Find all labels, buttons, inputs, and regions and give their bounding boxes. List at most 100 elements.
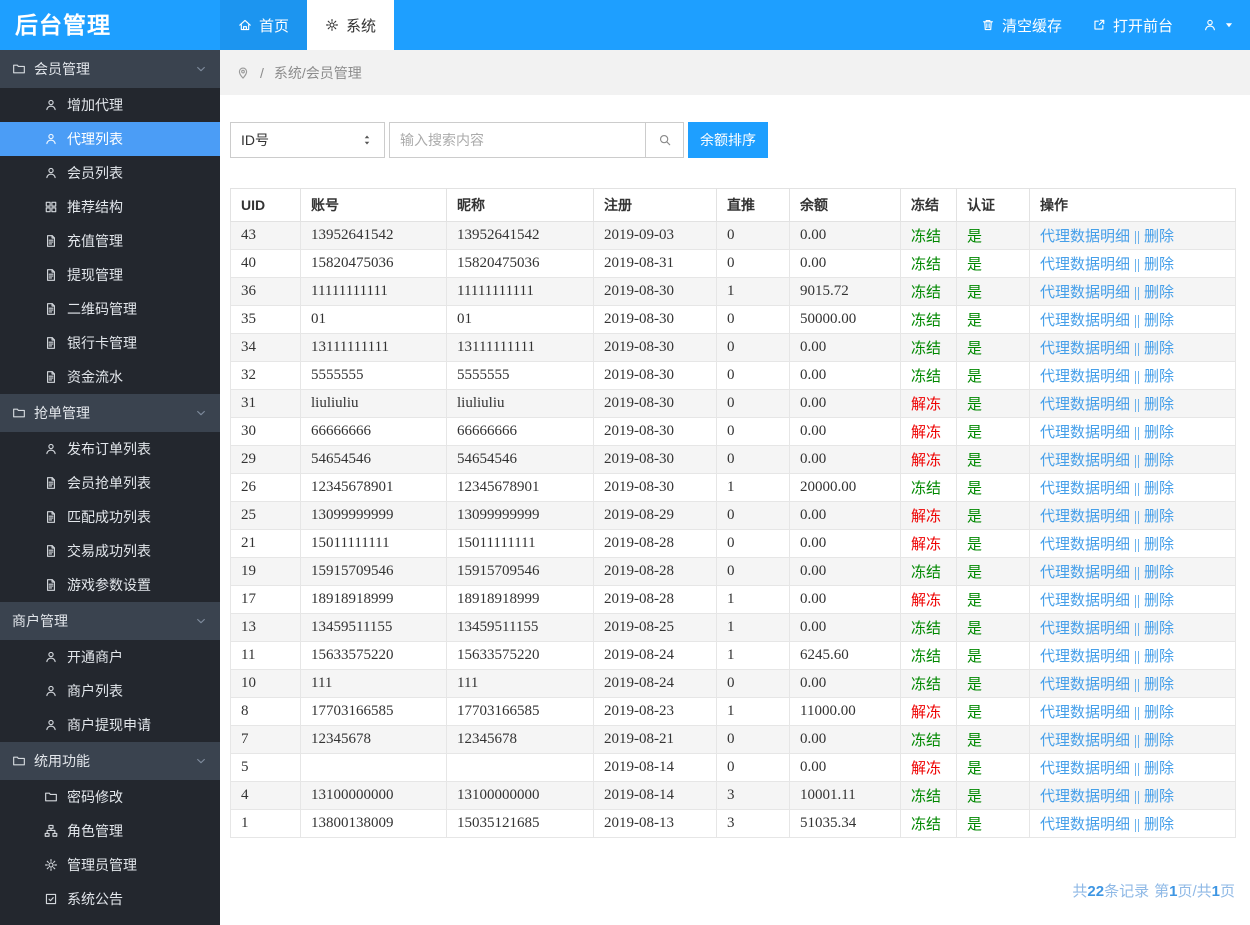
agent-data-detail-link[interactable]: 代理数据明细: [1040, 761, 1131, 777]
agent-data-detail-link[interactable]: 代理数据明细: [1040, 229, 1131, 245]
cell-freeze-status: 解冻: [900, 529, 957, 558]
agent-data-detail-link[interactable]: 代理数据明细: [1040, 705, 1131, 721]
top-tab[interactable]: 系统: [307, 0, 395, 50]
cell-balance: 0.00: [789, 333, 901, 362]
sidebar-item[interactable]: 系统公告: [0, 882, 220, 916]
header-action-button[interactable]: 打开前台: [1092, 15, 1173, 36]
delete-link[interactable]: 删除: [1144, 257, 1175, 273]
sidebar-item[interactable]: 资金流水: [0, 360, 220, 394]
search-input[interactable]: [389, 122, 646, 158]
user-menu[interactable]: [1203, 18, 1236, 32]
document-icon: [44, 544, 58, 558]
sidebar-item[interactable]: 游戏参数设置: [0, 568, 220, 602]
agent-data-detail-link[interactable]: 代理数据明细: [1040, 593, 1131, 609]
agent-data-detail-link[interactable]: 代理数据明细: [1040, 425, 1131, 441]
delete-link[interactable]: 删除: [1144, 397, 1175, 413]
delete-link[interactable]: 删除: [1144, 649, 1175, 665]
delete-link[interactable]: 删除: [1144, 705, 1175, 721]
cell-actions: 代理数据明细 || 删除: [1029, 249, 1236, 278]
sidebar-item[interactable]: 银行卡管理: [0, 326, 220, 360]
sidebar-item[interactable]: 提现管理: [0, 258, 220, 292]
delete-link[interactable]: 删除: [1144, 817, 1175, 833]
delete-link[interactable]: 删除: [1144, 229, 1175, 245]
delete-link[interactable]: 删除: [1144, 425, 1175, 441]
delete-link[interactable]: 删除: [1144, 285, 1175, 301]
sidebar-item[interactable]: 会员抢单列表: [0, 466, 220, 500]
sidebar-group-header[interactable]: 商户管理: [0, 602, 220, 640]
delete-link[interactable]: 删除: [1144, 369, 1175, 385]
table-row: 25 13099999999 13099999999 2019-08-29 0 …: [230, 501, 1236, 530]
delete-link[interactable]: 删除: [1144, 313, 1175, 329]
delete-link[interactable]: 删除: [1144, 537, 1175, 553]
sidebar-group-header[interactable]: 抢单管理: [0, 394, 220, 432]
cell-uid: 30: [230, 417, 301, 446]
delete-link[interactable]: 删除: [1144, 789, 1175, 805]
cell-freeze-status: 解冻: [900, 445, 957, 474]
agent-data-detail-link[interactable]: 代理数据明细: [1040, 733, 1131, 749]
sidebar-group-header[interactable]: 统用功能: [0, 742, 220, 780]
external-link-icon: [1092, 18, 1106, 32]
delete-link[interactable]: 删除: [1144, 733, 1175, 749]
sidebar-group-header[interactable]: 会员管理: [0, 50, 220, 88]
agent-data-detail-link[interactable]: 代理数据明细: [1040, 453, 1131, 469]
agent-data-detail-link[interactable]: 代理数据明细: [1040, 621, 1131, 637]
delete-link[interactable]: 删除: [1144, 593, 1175, 609]
sidebar-item[interactable]: 交易成功列表: [0, 534, 220, 568]
delete-link[interactable]: 删除: [1144, 677, 1175, 693]
action-separator: ||: [1134, 341, 1141, 357]
search-icon: [658, 133, 672, 147]
agent-data-detail-link[interactable]: 代理数据明细: [1040, 397, 1131, 413]
delete-link[interactable]: 删除: [1144, 453, 1175, 469]
sidebar-item[interactable]: 会员列表: [0, 156, 220, 190]
sidebar-item[interactable]: 商户提现申请: [0, 708, 220, 742]
sidebar-item[interactable]: 增加代理: [0, 88, 220, 122]
sidebar-item[interactable]: 商户列表: [0, 674, 220, 708]
table-row: 29 54654546 54654546 2019-08-30 0 0.00 解…: [230, 445, 1236, 474]
agent-data-detail-link[interactable]: 代理数据明细: [1040, 509, 1131, 525]
cell-direct-referrals: 1: [716, 641, 790, 670]
delete-link[interactable]: 删除: [1144, 509, 1175, 525]
sidebar-item[interactable]: 二维码管理: [0, 292, 220, 326]
sidebar-item[interactable]: 管理员管理: [0, 848, 220, 882]
sidebar-item[interactable]: 发布订单列表: [0, 432, 220, 466]
agent-data-detail-link[interactable]: 代理数据明细: [1040, 649, 1131, 665]
delete-link[interactable]: 删除: [1144, 341, 1175, 357]
delete-link[interactable]: 删除: [1144, 621, 1175, 637]
action-separator: ||: [1134, 397, 1141, 413]
balance-sort-button[interactable]: 余额排序: [688, 122, 768, 158]
sidebar-item-label: 提现管理: [67, 267, 123, 283]
cell-certified: 是: [956, 277, 1030, 306]
agent-data-detail-link[interactable]: 代理数据明细: [1040, 369, 1131, 385]
sidebar-item[interactable]: 代理列表: [0, 122, 220, 156]
sidebar-item[interactable]: 推荐结构: [0, 190, 220, 224]
delete-link[interactable]: 删除: [1144, 565, 1175, 581]
agent-data-detail-link[interactable]: 代理数据明细: [1040, 313, 1131, 329]
search-field-select[interactable]: ID号: [230, 122, 385, 158]
top-tab[interactable]: 首页: [220, 0, 308, 50]
header-action-button[interactable]: 清空缓存: [981, 15, 1062, 36]
agent-data-detail-link[interactable]: 代理数据明细: [1040, 537, 1131, 553]
agent-data-detail-link[interactable]: 代理数据明细: [1040, 341, 1131, 357]
agent-data-detail-link[interactable]: 代理数据明细: [1040, 565, 1131, 581]
table-row: 8 17703166585 17703166585 2019-08-23 1 1…: [230, 697, 1236, 726]
agent-data-detail-link[interactable]: 代理数据明细: [1040, 677, 1131, 693]
agent-data-detail-link[interactable]: 代理数据明细: [1040, 257, 1131, 273]
search-button[interactable]: [646, 122, 684, 158]
cell-uid: 40: [230, 249, 301, 278]
agent-data-detail-link[interactable]: 代理数据明细: [1040, 285, 1131, 301]
sidebar-item[interactable]: 密码修改: [0, 780, 220, 814]
cell-freeze-status: 解冻: [900, 585, 957, 614]
sidebar-item[interactable]: 开通商户: [0, 640, 220, 674]
cell-certified: 是: [956, 221, 1030, 250]
delete-link[interactable]: 删除: [1144, 761, 1175, 777]
cell-freeze-status: 冻结: [900, 361, 957, 390]
sidebar-item[interactable]: 充值管理: [0, 224, 220, 258]
sidebar-item[interactable]: 匹配成功列表: [0, 500, 220, 534]
delete-link[interactable]: 删除: [1144, 481, 1175, 497]
agent-data-detail-link[interactable]: 代理数据明细: [1040, 789, 1131, 805]
cell-nickname: 15035121685: [446, 809, 594, 838]
agent-data-detail-link[interactable]: 代理数据明细: [1040, 817, 1131, 833]
agent-data-detail-link[interactable]: 代理数据明细: [1040, 481, 1131, 497]
cell-uid: 13: [230, 613, 301, 642]
sidebar-item[interactable]: 角色管理: [0, 814, 220, 848]
